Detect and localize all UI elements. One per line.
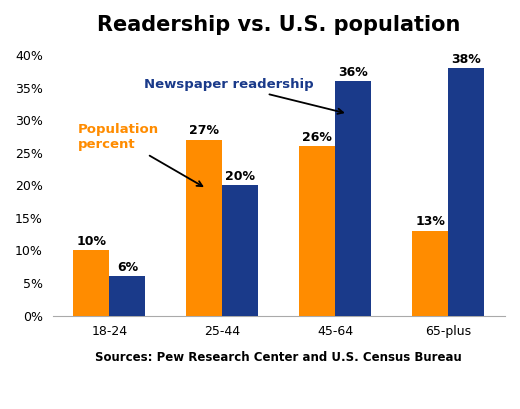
Text: 6%: 6% [117,261,138,274]
Text: 26%: 26% [302,130,332,144]
Bar [335,81,371,315]
Text: 38%: 38% [451,52,481,65]
Text: Newspaper readership: Newspaper readership [145,78,343,114]
Bar [109,276,146,315]
Bar [448,68,485,315]
Bar [412,231,448,315]
Bar [186,140,223,315]
Text: Sources: Pew Research Center and U.S. Census Bureau: Sources: Pew Research Center and U.S. Ce… [96,351,462,364]
Bar [299,146,335,315]
Text: 20%: 20% [225,170,255,183]
Text: 27%: 27% [189,124,219,137]
Text: 13%: 13% [415,215,445,228]
Text: 10%: 10% [76,235,106,248]
Bar [223,185,258,315]
Text: 36%: 36% [339,65,368,79]
Title: Readership vs. U.S. population: Readership vs. U.S. population [97,15,461,35]
Text: Population
percent: Population percent [77,124,202,186]
Bar [73,250,109,315]
